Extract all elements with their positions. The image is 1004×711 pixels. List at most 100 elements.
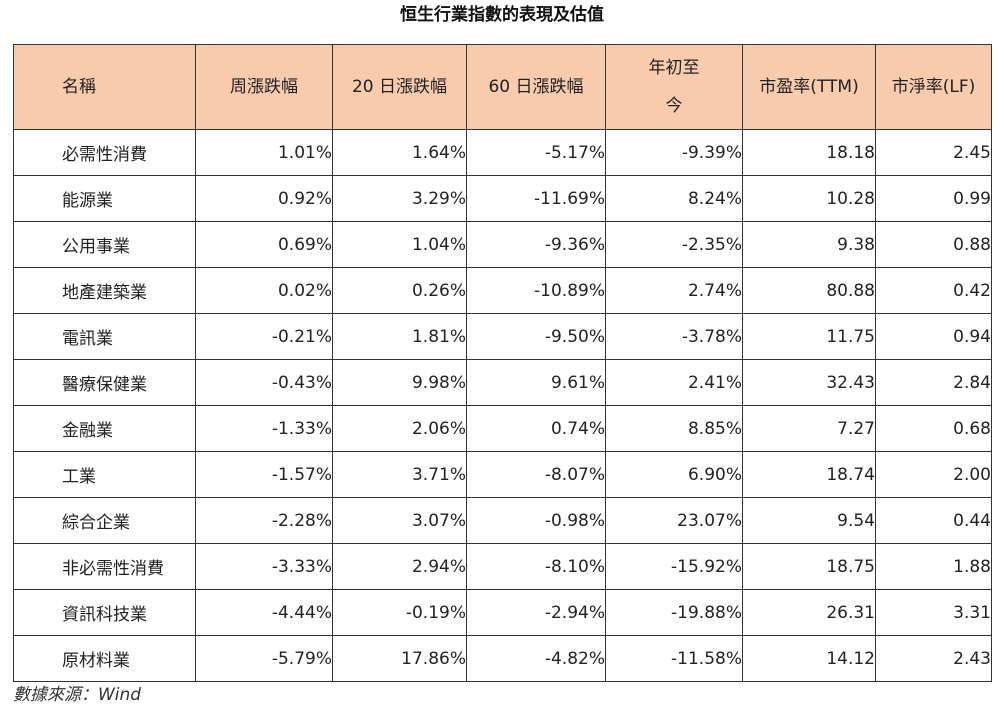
value-cell: 2.94% <box>332 543 467 590</box>
value-cell: 2.06% <box>332 405 467 452</box>
sector-name-cell: 資訊科技業 <box>13 589 196 636</box>
value-cell: 23.07% <box>605 497 743 544</box>
value-cell: -8.07% <box>466 451 606 498</box>
value-cell: 0.44 <box>875 497 992 544</box>
value-cell: 0.26% <box>332 267 467 314</box>
value-cell: 0.94 <box>875 313 992 360</box>
sector-name-cell: 地產建築業 <box>13 267 196 314</box>
value-cell: 14.12 <box>742 635 876 682</box>
value-cell: 2.45 <box>875 129 992 176</box>
value-cell: 0.69% <box>195 221 333 268</box>
value-cell: 0.74% <box>466 405 606 452</box>
value-cell: 3.71% <box>332 451 467 498</box>
header-60d-change: 60 日漲跌幅 <box>466 44 606 130</box>
value-cell: -11.58% <box>605 635 743 682</box>
value-cell: -10.89% <box>466 267 606 314</box>
value-cell: -15.92% <box>605 543 743 590</box>
table-row: 資訊科技業 -4.44% -0.19% -2.94% -19.88% 26.31 3.31 <box>13 589 992 636</box>
table-row: 非必需性消費 -3.33% 2.94% -8.10% -15.92% 18.75 1.88 <box>13 543 992 590</box>
table-row: 原材料業 -5.79% 17.86% -4.82% -11.58% 14.12 2.43 <box>13 635 992 682</box>
value-cell: -2.35% <box>605 221 743 268</box>
value-cell: -2.94% <box>466 589 606 636</box>
value-cell: 17.86% <box>332 635 467 682</box>
value-cell: -3.33% <box>195 543 333 590</box>
header-20d-change: 20 日漲跌幅 <box>332 44 467 130</box>
value-cell: 9.38 <box>742 221 876 268</box>
value-cell: 0.99 <box>875 175 992 222</box>
value-cell: 7.27 <box>742 405 876 452</box>
table-row: 公用事業 0.69% 1.04% -9.36% -2.35% 9.38 0.88 <box>13 221 992 268</box>
value-cell: -4.44% <box>195 589 333 636</box>
value-cell: -5.79% <box>195 635 333 682</box>
table-header-row: 名稱 周漲跌幅 20 日漲跌幅 60 日漲跌幅 年初至 今 市盈率(TTM) 市… <box>13 44 992 130</box>
table-row: 工業 -1.57% 3.71% -8.07% 6.90% 18.74 2.00 <box>13 451 992 498</box>
data-source-note: 數據來源：Wind <box>13 685 142 705</box>
table-row: 醫療保健業 -0.43% 9.98% 9.61% 2.41% 32.43 2.84 <box>13 359 992 406</box>
value-cell: 1.64% <box>332 129 467 176</box>
value-cell: 9.61% <box>466 359 606 406</box>
table-row: 地產建築業 0.02% 0.26% -10.89% 2.74% 80.88 0.42 <box>13 267 992 314</box>
page-title: 恒生行業指數的表現及估值 <box>400 5 604 25</box>
sector-name-cell: 金融業 <box>13 405 196 452</box>
header-ytd: 年初至 今 <box>605 44 743 130</box>
value-cell: -9.50% <box>466 313 606 360</box>
value-cell: -9.36% <box>466 221 606 268</box>
value-cell: -2.28% <box>195 497 333 544</box>
value-cell: -0.21% <box>195 313 333 360</box>
table-row: 綜合企業 -2.28% 3.07% -0.98% 23.07% 9.54 0.44 <box>13 497 992 544</box>
value-cell: 6.90% <box>605 451 743 498</box>
value-cell: 0.68 <box>875 405 992 452</box>
value-cell: -11.69% <box>466 175 606 222</box>
value-cell: 0.92% <box>195 175 333 222</box>
value-cell: 9.98% <box>332 359 467 406</box>
sector-name-cell: 必需性消費 <box>13 129 196 176</box>
value-cell: 0.02% <box>195 267 333 314</box>
value-cell: 2.00 <box>875 451 992 498</box>
sector-name-cell: 工業 <box>13 451 196 498</box>
sector-name-cell: 電訊業 <box>13 313 196 360</box>
value-cell: 1.01% <box>195 129 333 176</box>
sector-name-cell: 非必需性消費 <box>13 543 196 590</box>
value-cell: 9.54 <box>742 497 876 544</box>
value-cell: 3.31 <box>875 589 992 636</box>
value-cell: -0.19% <box>332 589 467 636</box>
value-cell: 18.18 <box>742 129 876 176</box>
sector-name-cell: 醫療保健業 <box>13 359 196 406</box>
value-cell: 8.85% <box>605 405 743 452</box>
value-cell: 0.42 <box>875 267 992 314</box>
value-cell: -5.17% <box>466 129 606 176</box>
value-cell: 2.41% <box>605 359 743 406</box>
table-row: 能源業 0.92% 3.29% -11.69% 8.24% 10.28 0.99 <box>13 175 992 222</box>
value-cell: 18.74 <box>742 451 876 498</box>
table-row: 電訊業 -0.21% 1.81% -9.50% -3.78% 11.75 0.94 <box>13 313 992 360</box>
value-cell: -1.33% <box>195 405 333 452</box>
table-row: 金融業 -1.33% 2.06% 0.74% 8.85% 7.27 0.68 <box>13 405 992 452</box>
sector-name-cell: 原材料業 <box>13 635 196 682</box>
value-cell: 2.74% <box>605 267 743 314</box>
value-cell: 2.84 <box>875 359 992 406</box>
value-cell: -8.10% <box>466 543 606 590</box>
value-cell: 26.31 <box>742 589 876 636</box>
header-name: 名稱 <box>13 44 196 130</box>
value-cell: -19.88% <box>605 589 743 636</box>
value-cell: 11.75 <box>742 313 876 360</box>
value-cell: 32.43 <box>742 359 876 406</box>
value-cell: -0.43% <box>195 359 333 406</box>
value-cell: 0.88 <box>875 221 992 268</box>
sector-name-cell: 公用事業 <box>13 221 196 268</box>
value-cell: -9.39% <box>605 129 743 176</box>
value-cell: 2.43 <box>875 635 992 682</box>
header-ytd-label: 年初至 今 <box>648 58 700 116</box>
value-cell: 1.81% <box>332 313 467 360</box>
value-cell: -1.57% <box>195 451 333 498</box>
sector-name-cell: 綜合企業 <box>13 497 196 544</box>
value-cell: 18.75 <box>742 543 876 590</box>
value-cell: 1.04% <box>332 221 467 268</box>
table-body: 必需性消費 1.01% 1.64% -5.17% -9.39% 18.18 2.45 能源業 0… <box>13 129 992 682</box>
value-cell: 10.28 <box>742 175 876 222</box>
value-cell: 3.07% <box>332 497 467 544</box>
header-pb-lf: 市淨率(LF) <box>875 44 992 130</box>
value-cell: -3.78% <box>605 313 743 360</box>
value-cell: 3.29% <box>332 175 467 222</box>
value-cell: 8.24% <box>605 175 743 222</box>
